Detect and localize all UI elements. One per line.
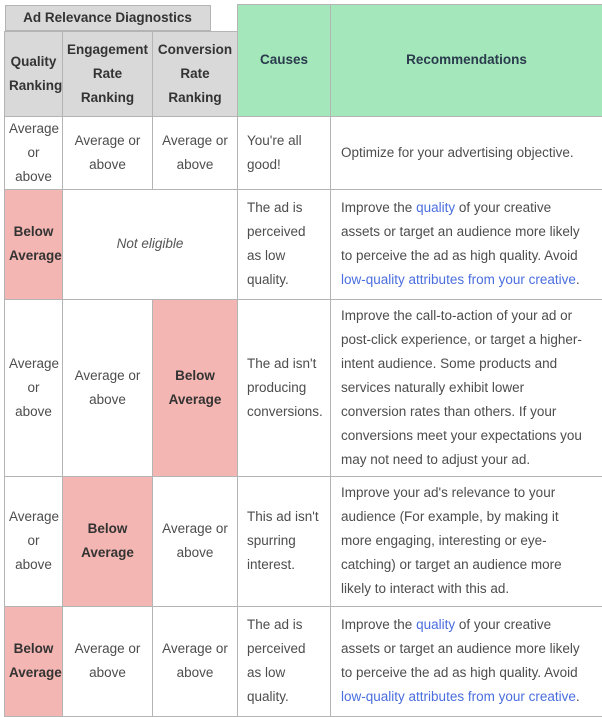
quality-ranking-below-average-cell: Below Average [5, 189, 63, 299]
conversion-rate-ranking-header: Conversion Rate Ranking [153, 31, 238, 116]
engagement-rate-ranking-average-cell: Average or above [63, 606, 153, 716]
recommendation-cell: Optimize for your advertising objective. [331, 116, 602, 189]
cause-cell: The ad isn't producing conversions. [238, 299, 331, 476]
table-title-row: Ad Relevance Diagnostics Causes Recommen… [5, 5, 602, 32]
conversion-rate-ranking-below-average-cell: Below Average [153, 299, 238, 476]
title-cell: Ad Relevance Diagnostics [5, 5, 238, 32]
quality-ranking-header: Quality Ranking [5, 31, 63, 116]
table-title: Ad Relevance Diagnostics [5, 5, 211, 31]
quality-ranking-average-cell: Average or above [5, 299, 63, 476]
engagement-rate-ranking-average-cell: Average or above [63, 299, 153, 476]
recommendation-cell: Improve the quality of your creative ass… [331, 189, 602, 299]
quality-ranking-below-average-cell: Below Average [5, 606, 63, 716]
recommendation-link[interactable]: quality [416, 200, 455, 215]
conversion-rate-ranking-average-cell: Average or above [153, 476, 238, 606]
engagement-rate-ranking-header: Engagement Rate Ranking [63, 31, 153, 116]
cause-cell: The ad is perceived as low quality. [238, 606, 331, 716]
recommendation-link[interactable]: quality [416, 617, 455, 632]
recommendation-link[interactable]: low-quality attributes from your creativ… [341, 689, 576, 704]
conversion-rate-ranking-average-cell: Average or above [153, 606, 238, 716]
causes-header: Causes [238, 5, 331, 117]
engagement-rate-ranking-average-cell: Average or above [63, 116, 153, 189]
recommendation-link[interactable]: low-quality attributes from your creativ… [341, 272, 576, 287]
cause-cell: This ad isn't spurring interest. [238, 476, 331, 606]
not-eligible-cell: Not eligible [63, 189, 238, 299]
engagement-rate-ranking-below-average-cell: Below Average [63, 476, 153, 606]
recommendation-cell: Improve the call-to-action of your ad or… [331, 299, 602, 476]
ad-relevance-diagnostics-table: Ad Relevance Diagnostics Causes Recommen… [4, 4, 602, 717]
conversion-rate-ranking-average-cell: Average or above [153, 116, 238, 189]
recommendation-cell: Improve your ad's relevance to your audi… [331, 476, 602, 606]
recommendations-header: Recommendations [331, 5, 602, 117]
quality-ranking-average-cell: Average or above [5, 116, 63, 189]
cause-cell: The ad is perceived as low quality. [238, 189, 331, 299]
quality-ranking-average-cell: Average or above [5, 476, 63, 606]
diagnostics-table: Ad Relevance Diagnostics Causes Recommen… [4, 4, 602, 717]
cause-cell: You're all good! [238, 116, 331, 189]
recommendation-cell: Improve the quality of your creative ass… [331, 606, 602, 716]
